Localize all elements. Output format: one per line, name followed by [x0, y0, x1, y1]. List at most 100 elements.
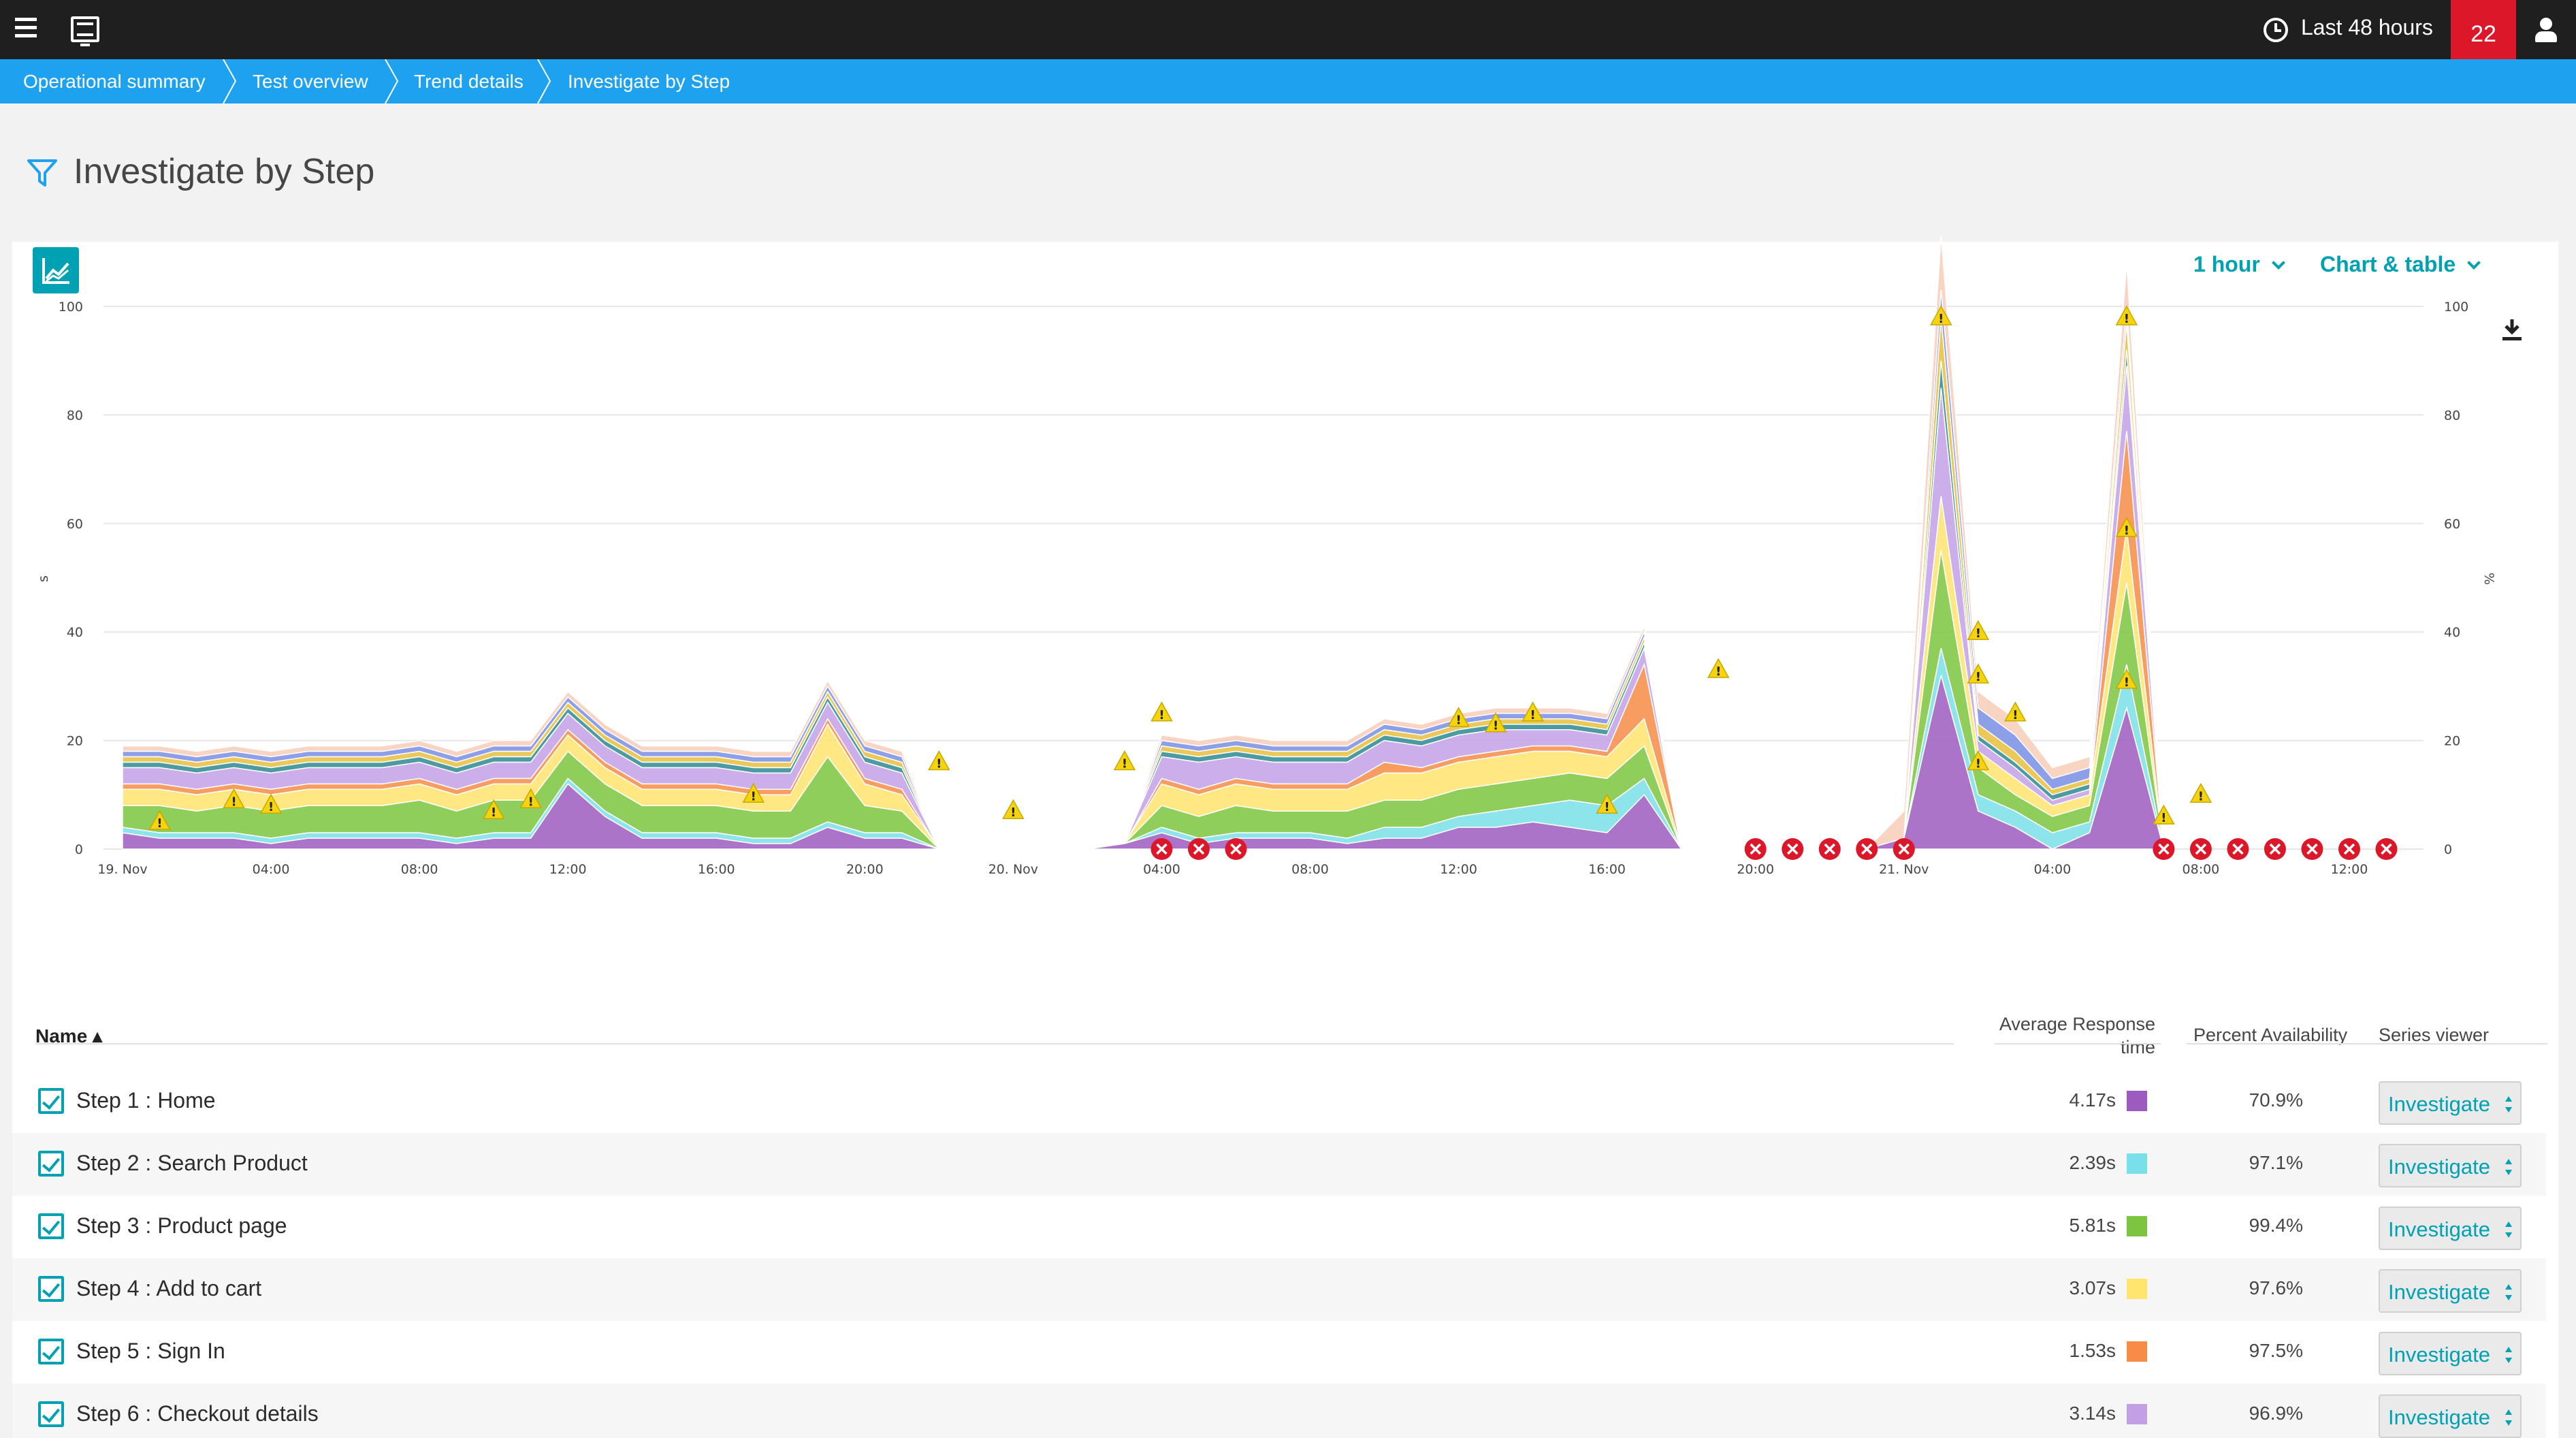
- top-bar: Last 48 hours 22: [0, 0, 2576, 59]
- timeframe-selector[interactable]: Last 48 hours: [2301, 15, 2433, 39]
- warning-icon: [1002, 799, 1025, 819]
- chart-areas: [122, 236, 2165, 850]
- warning-icon-mark: !: [1010, 805, 1016, 820]
- view-mode-value: Chart & table: [2320, 252, 2456, 276]
- chart-axes: 0 20 40 60 80 100 0 20 40 60 80 100 s % 19. Nov 04:00 08…: [36, 300, 2496, 877]
- step-name: Step 4 : Add to cart: [76, 1276, 262, 1300]
- row-checkbox[interactable]: [38, 1151, 64, 1177]
- problems-count-badge[interactable]: 22: [2451, 0, 2516, 59]
- warning-icon: [1707, 658, 1730, 678]
- warning-icon-mark: !: [751, 789, 756, 803]
- series-color-swatch: [2127, 1153, 2147, 1174]
- step-name: Step 1 : Home: [76, 1088, 216, 1113]
- error-icon-cross: [2158, 843, 2170, 855]
- step-name: Step 6 : Checkout details: [76, 1401, 319, 1426]
- x-tick-label: 20:00: [1737, 862, 1774, 877]
- warning-icon-mark: !: [2012, 708, 2018, 722]
- breadcrumb-investigate-by-step: Investigate by Step: [568, 71, 730, 92]
- x-tick-label: 21. Nov: [1879, 862, 1929, 877]
- error-icon-cross: [1898, 843, 1910, 855]
- warning-icon-mark: !: [1938, 312, 1944, 326]
- select-arrows-icon: [2505, 1221, 2512, 1238]
- hamburger-menu-icon[interactable]: [15, 18, 37, 41]
- step-name: Step 5 : Sign In: [76, 1339, 225, 1363]
- y-tick-label-left: 60: [67, 517, 83, 532]
- download-icon[interactable]: [2498, 317, 2526, 344]
- breadcrumb-test-overview[interactable]: Test overview: [253, 71, 368, 92]
- warning-icon-mark: !: [491, 805, 496, 820]
- series-viewer-select[interactable]: Investigate: [2379, 1269, 2522, 1313]
- row-checkbox[interactable]: [38, 1276, 64, 1302]
- column-header-series-viewer: Series viewer: [2379, 1025, 2490, 1045]
- series-viewer-select[interactable]: Investigate: [2379, 1144, 2522, 1187]
- percent-availability: 97.1%: [2249, 1152, 2303, 1173]
- warning-icon: [148, 810, 171, 830]
- column-header-average-response-time[interactable]: Average Response time: [1999, 1012, 2155, 1059]
- error-icon-cross: [1750, 843, 1761, 855]
- warning-icon-mark: !: [2161, 811, 2166, 825]
- column-header-name[interactable]: Name ▴: [35, 1025, 103, 1046]
- y-axis-label-left: s: [36, 575, 51, 582]
- series-viewer-select[interactable]: Investigate: [2379, 1081, 2522, 1125]
- series-viewer-select[interactable]: Investigate: [2379, 1394, 2522, 1438]
- view-mode-dropdown[interactable]: Chart & table: [2320, 252, 2481, 277]
- y-tick-label-left: 40: [67, 625, 83, 640]
- warning-icon: [223, 788, 245, 809]
- warning-icon-mark: !: [1455, 714, 1461, 728]
- error-icon-cross: [1824, 843, 1835, 855]
- series-viewer-value: Investigate: [2388, 1280, 2490, 1304]
- series-color-swatch: [2127, 1404, 2147, 1424]
- warning-icon-mark: !: [1159, 708, 1164, 722]
- breadcrumb-operational-summary[interactable]: Operational summary: [23, 71, 206, 92]
- warning-icon: [1967, 620, 1990, 640]
- warning-icon-mark: !: [2198, 789, 2204, 803]
- select-arrows-icon: [2505, 1347, 2512, 1363]
- warning-icon: [742, 782, 765, 803]
- area-series-step-1-home: [122, 675, 2165, 850]
- warning-icon: [2115, 305, 2138, 325]
- breadcrumb-trend-details[interactable]: Trend details: [414, 71, 524, 92]
- series-viewer-value: Investigate: [2388, 1092, 2490, 1116]
- series-viewer-value: Investigate: [2388, 1217, 2490, 1241]
- breadcrumb-separator-icon: [537, 59, 551, 103]
- column-header-percent-availability[interactable]: Percent Availability: [2193, 1025, 2348, 1045]
- dashboard-monitor-icon[interactable]: [71, 16, 99, 46]
- row-checkbox[interactable]: [38, 1088, 64, 1114]
- error-icon-cross: [2306, 843, 2318, 855]
- x-tick-label: 04:00: [1143, 862, 1180, 877]
- warning-icon-mark: !: [2124, 675, 2129, 690]
- chart-markers: !!!!!!!!!!!!!!!!!!!!!!!!!: [148, 305, 2398, 860]
- area-chart-icon[interactable]: [33, 247, 79, 293]
- row-checkbox[interactable]: [38, 1339, 64, 1364]
- warning-icon-mark: !: [157, 816, 162, 831]
- y-tick-label-right: 20: [2444, 734, 2460, 749]
- x-tick-label: 16:00: [698, 862, 735, 877]
- series-color-swatch: [2127, 1279, 2147, 1299]
- row-checkbox[interactable]: [38, 1401, 64, 1427]
- average-response-time: 5.81s: [2069, 1215, 2116, 1236]
- table-row: Step 5 : Sign In 1.53s 97.5% Investigate: [12, 1321, 2546, 1384]
- series-viewer-select[interactable]: Investigate: [2379, 1207, 2522, 1250]
- select-arrows-icon: [2505, 1284, 2512, 1300]
- table-row: Step 3 : Product page 5.81s 99.4% Invest…: [12, 1196, 2546, 1258]
- header-divider: [2187, 1043, 2547, 1044]
- warning-icon-mark: !: [268, 800, 274, 814]
- warning-icon-mark: !: [231, 795, 236, 809]
- resolution-value: 1 hour: [2193, 252, 2260, 276]
- warning-icon: [2115, 517, 2138, 537]
- y-tick-label-right: 0: [2444, 842, 2452, 857]
- x-tick-label: 08:00: [1291, 862, 1329, 877]
- filter-icon: [27, 159, 57, 187]
- row-checkbox[interactable]: [38, 1213, 64, 1239]
- warning-icon: [259, 793, 283, 814]
- error-icon-cross: [2269, 843, 2281, 855]
- resolution-dropdown[interactable]: 1 hour: [2193, 252, 2285, 277]
- column-header-average-line1: Average Response: [1999, 1014, 2155, 1034]
- warning-icon-mark: !: [2124, 312, 2129, 326]
- user-icon[interactable]: [2534, 18, 2558, 42]
- clock-icon[interactable]: [2264, 18, 2288, 42]
- y-axis-label-right: %: [2481, 573, 2496, 585]
- series-viewer-select[interactable]: Investigate: [2379, 1332, 2522, 1375]
- warning-icon: [1447, 707, 1470, 727]
- x-tick-label: 04:00: [253, 862, 290, 877]
